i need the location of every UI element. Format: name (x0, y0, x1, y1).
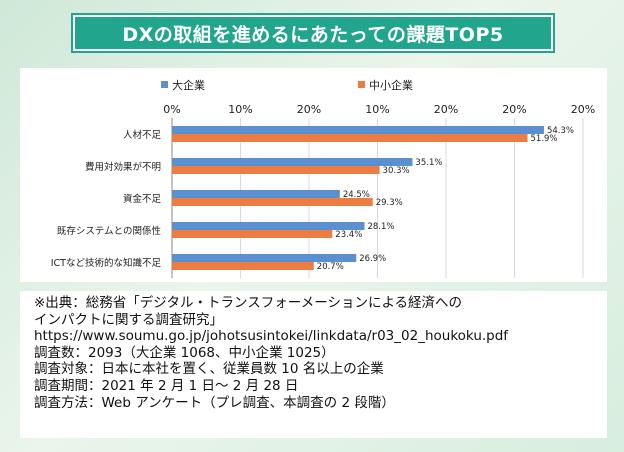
data-label: 29.3% (376, 198, 403, 208)
bar-sme (172, 262, 314, 270)
chart-panel: 大企業 中小企業 0% 10% 20% 10% 20% 20% 20% 人材不足 54.3% 51.9… (20, 68, 607, 282)
bar-large (172, 222, 365, 230)
x-tick-label: 10% (365, 103, 389, 116)
category-label: 資金不足 (123, 193, 162, 205)
category-label: 既存システムとの関係性 (57, 225, 162, 237)
chart-title: DXの取組を進めるにあたっての課題TOP5 (71, 13, 555, 53)
bar-sme (172, 198, 373, 206)
legend-swatch-2 (358, 81, 365, 88)
data-label: 35.1% (415, 158, 442, 168)
category-label: 人材不足 (123, 129, 162, 141)
data-label: 54.3% (547, 126, 574, 136)
bar-sme (172, 134, 528, 142)
source-citation-line1: ※出典：総務省「デジタル・トランスフォーメーションによる経済への (34, 295, 463, 311)
data-label: 28.1% (367, 222, 394, 232)
data-label: 24.5% (343, 190, 370, 200)
bar-sme (172, 166, 380, 174)
bar-large (172, 158, 413, 166)
legend-label-2: 中小企業 (369, 78, 413, 92)
legend-label-1: 大企業 (172, 78, 205, 92)
x-tick-label: 20% (297, 103, 321, 116)
bar-large (172, 254, 357, 262)
bar-large (172, 190, 340, 198)
x-tick-label: 10% (228, 103, 252, 116)
survey-method: 調査方法：Web アンケート（プレ調査、本調査の 2 段階） (34, 394, 395, 411)
category-label: 費用対効果が不明 (85, 161, 161, 173)
x-tick-label: 20% (571, 103, 595, 116)
x-tick-label: 20% (502, 103, 526, 116)
source-notes: ※出典：総務省「デジタル・トランスフォーメーションによる経済への インパクトに関… (20, 291, 607, 438)
survey-count: 調査数：2093（大企業 1068、中小企業 1025） (34, 344, 335, 361)
bar-large (172, 126, 544, 134)
bar-sme (172, 230, 333, 238)
data-label: 23.4% (335, 230, 362, 240)
source-citation-line2: インパクトに関する調査研究」 (34, 311, 223, 328)
category-label: ICTなど技術的な知識不足 (51, 257, 162, 269)
legend-swatch-1 (161, 81, 168, 88)
data-label: 51.9% (531, 134, 558, 144)
x-tick-label: 20% (434, 103, 458, 116)
source-url: https://www.soumu.go.jp/johotsusintokei/… (34, 328, 509, 345)
data-label: 20.7% (317, 262, 344, 272)
data-label: 26.9% (359, 254, 386, 264)
data-label: 30.3% (383, 166, 410, 176)
bar-chart: 大企業 中小企業 0% 10% 20% 10% 20% 20% 20% 人材不足 54.3%51.9… (51, 78, 595, 278)
survey-period: 調査期間：2021 年 2 月 1 日～ 2 月 28 日 (34, 377, 299, 394)
x-tick-label: 0% (163, 103, 180, 116)
survey-target: 調査対象：日本に本社を置く、従業員数 10 名以上の企業 (34, 361, 384, 378)
